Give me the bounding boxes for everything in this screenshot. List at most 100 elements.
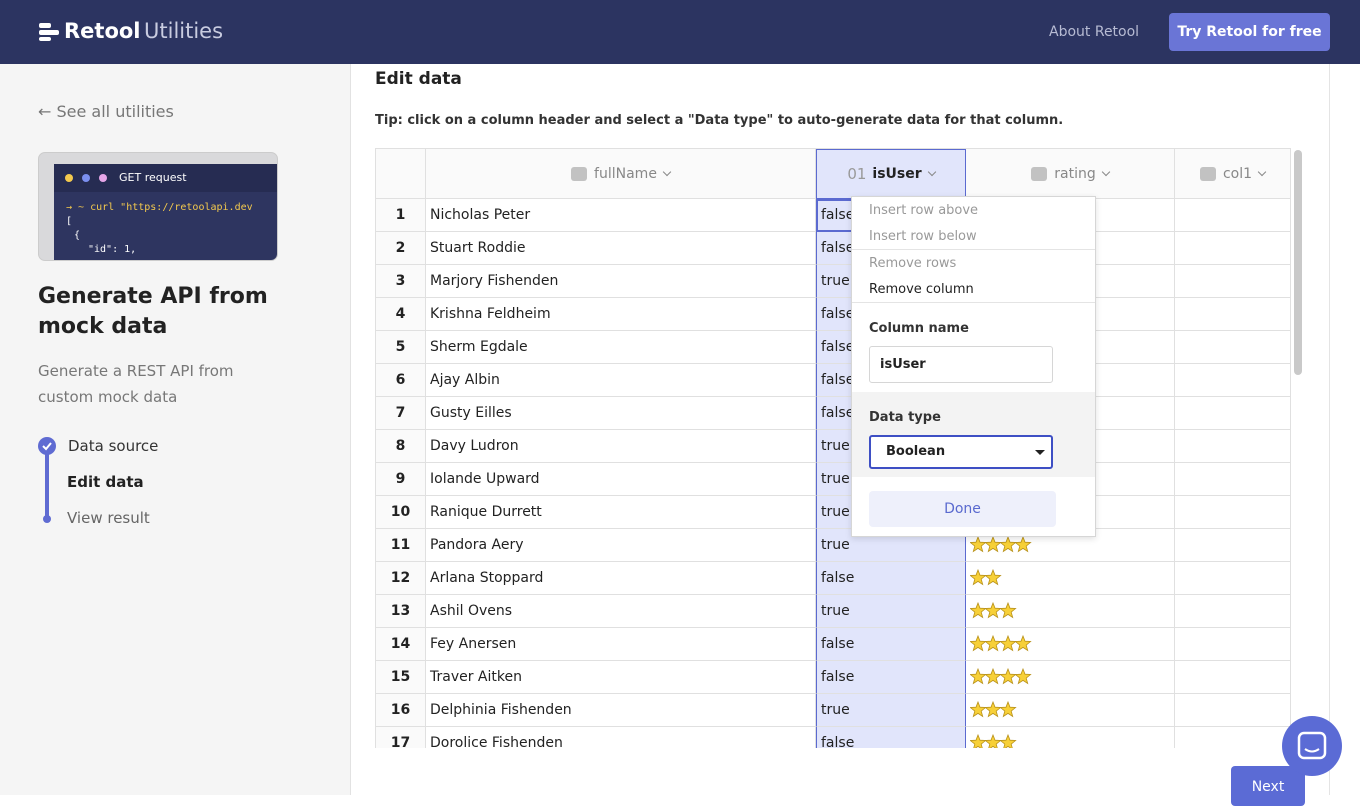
table-cell[interactable]: Traver Aitken <box>426 661 816 694</box>
table-cell[interactable]: Nicholas Peter <box>426 199 816 232</box>
table-cell[interactable] <box>1175 529 1291 562</box>
table-cell[interactable]: Arlana Stoppard <box>426 562 816 595</box>
table-cell[interactable]: Davy Ludron <box>426 430 816 463</box>
data-table: fullName 01 isUser rating col1 1 Nicholas Pete… <box>375 148 1291 748</box>
nav-link[interactable]: About Retool <box>1049 24 1140 40</box>
table-cell[interactable]: false <box>816 628 966 661</box>
scrollbar[interactable] <box>1294 150 1302 375</box>
menu-item[interactable]: Insert row below <box>869 229 977 244</box>
table-cell[interactable]: Gusty Eilles <box>426 397 816 430</box>
table-cell[interactable]: Ranique Durrett <box>426 496 816 529</box>
rating-cell[interactable] <box>966 529 1175 562</box>
chat-bubble[interactable] <box>1282 716 1342 776</box>
menu-item[interactable]: Remove rows <box>869 256 957 271</box>
row-number[interactable]: 1 <box>376 199 426 232</box>
step[interactable]: Data source <box>68 437 159 455</box>
table-cell[interactable] <box>1175 265 1291 298</box>
table-cell[interactable]: Iolande Upward <box>426 463 816 496</box>
column-name[interactable]: col1 <box>1222 165 1253 182</box>
separator <box>852 302 1095 303</box>
rating-cell[interactable] <box>966 562 1175 595</box>
table-cell[interactable] <box>1175 595 1291 628</box>
table-cell[interactable]: false <box>816 562 966 595</box>
table-cell[interactable]: Ashil Ovens <box>426 595 816 628</box>
cta-button[interactable]: Try Retool for free <box>1169 13 1330 51</box>
row-number[interactable]: 15 <box>376 661 426 694</box>
table-cell[interactable] <box>1175 364 1291 397</box>
star <box>999 635 1017 652</box>
back-text[interactable]: See all utilities <box>56 102 174 121</box>
column-name[interactable]: fullName <box>594 165 657 182</box>
table-cell[interactable]: Delphinia Fishenden <box>426 694 816 727</box>
column-header[interactable]: fullName <box>426 149 816 199</box>
row-number[interactable]: 8 <box>376 430 426 463</box>
table-cell[interactable]: true <box>816 595 966 628</box>
back-link[interactable]: ← See all utilities <box>38 102 174 121</box>
preview-bar <box>54 164 277 192</box>
rating-cell[interactable] <box>966 628 1175 661</box>
table-cell[interactable]: Pandora Aery <box>426 529 816 562</box>
table-cell[interactable]: true <box>816 694 966 727</box>
table-cell[interactable]: false <box>816 661 966 694</box>
table-cell[interactable] <box>1175 562 1291 595</box>
row-number[interactable]: 6 <box>376 364 426 397</box>
table-cell[interactable] <box>1175 397 1291 430</box>
row-number[interactable]: 17 <box>376 727 426 748</box>
column-header[interactable]: col1 <box>1175 149 1291 199</box>
table-cell[interactable] <box>1175 661 1291 694</box>
menu-item[interactable]: Remove column <box>869 282 974 297</box>
table-cell[interactable] <box>1175 232 1291 265</box>
row-number[interactable]: 13 <box>376 595 426 628</box>
done-button[interactable]: Done <box>869 491 1056 527</box>
table-cell[interactable] <box>1175 628 1291 661</box>
table-cell[interactable]: Krishna Feldheim <box>426 298 816 331</box>
table-cell[interactable]: false <box>816 727 966 748</box>
table-cell[interactable] <box>1175 694 1291 727</box>
column-name[interactable]: rating <box>1054 165 1096 182</box>
star-rating <box>970 734 1017 748</box>
row-number[interactable]: 4 <box>376 298 426 331</box>
rating-cell[interactable] <box>966 595 1175 628</box>
row-number[interactable]: 2 <box>376 232 426 265</box>
table-cell[interactable]: Marjory Fishenden <box>426 265 816 298</box>
select-value[interactable]: Boolean <box>886 444 946 459</box>
column-name[interactable]: isUser <box>872 166 922 182</box>
row-number[interactable]: 5 <box>376 331 426 364</box>
chevron <box>1257 167 1267 176</box>
star <box>984 569 1002 586</box>
table-cell[interactable]: Ajay Albin <box>426 364 816 397</box>
data-type-select[interactable]: Boolean <box>869 435 1053 469</box>
step-current[interactable]: Edit data <box>67 473 144 491</box>
table-cell[interactable]: Stuart Roddie <box>426 232 816 265</box>
row-number[interactable]: 14 <box>376 628 426 661</box>
table-cell[interactable] <box>1175 331 1291 364</box>
menu-item[interactable]: Insert row above <box>869 203 979 218</box>
row-number[interactable]: 3 <box>376 265 426 298</box>
star-rating <box>970 635 1032 652</box>
star <box>1014 668 1032 685</box>
column-header[interactable]: 01 isUser <box>816 149 966 199</box>
row-number[interactable]: 9 <box>376 463 426 496</box>
column-header[interactable]: rating <box>966 149 1175 199</box>
row-number[interactable]: 12 <box>376 562 426 595</box>
code-line: → ~ curl "https://retoolapi.dev <box>66 202 253 213</box>
brand[interactable]: Retool <box>64 19 141 43</box>
table-cell[interactable]: Dorolice Fishenden <box>426 727 816 748</box>
table-cell[interactable] <box>1175 727 1291 748</box>
table-cell[interactable] <box>1175 496 1291 529</box>
table-cell[interactable] <box>1175 199 1291 232</box>
table-cell[interactable] <box>1175 430 1291 463</box>
row-number[interactable]: 16 <box>376 694 426 727</box>
row-number[interactable]: 10 <box>376 496 426 529</box>
rating-cell[interactable] <box>966 661 1175 694</box>
rating-cell[interactable] <box>966 727 1175 748</box>
row-number[interactable]: 7 <box>376 397 426 430</box>
rating-cell[interactable] <box>966 694 1175 727</box>
table-cell[interactable]: Fey Anersen <box>426 628 816 661</box>
row-number[interactable]: 11 <box>376 529 426 562</box>
table-cell[interactable] <box>1175 463 1291 496</box>
column-name-input[interactable]: isUser <box>869 346 1053 383</box>
table-cell[interactable]: Sherm Egdale <box>426 331 816 364</box>
step[interactable]: View result <box>67 509 150 527</box>
table-cell[interactable] <box>1175 298 1291 331</box>
